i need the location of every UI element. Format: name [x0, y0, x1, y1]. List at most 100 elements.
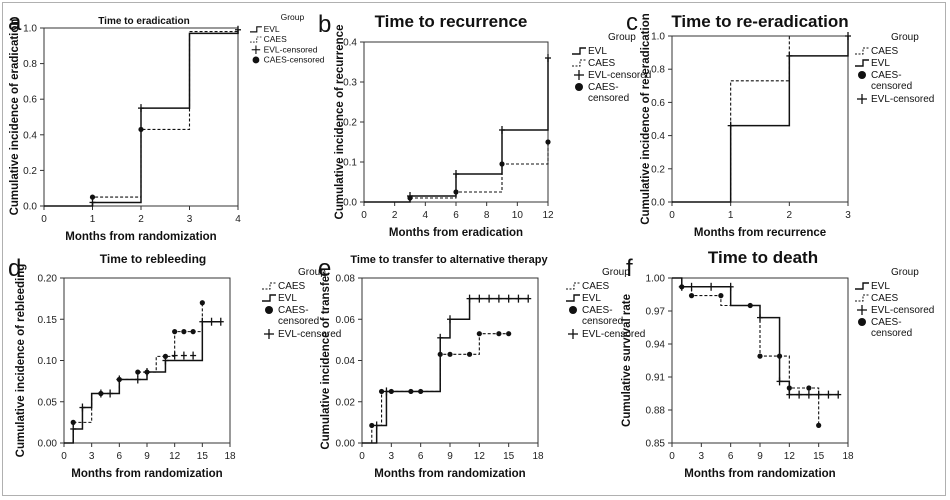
chart-panel-f: f Time to death 0 3 6 9 12 15 18 0.85 0.88 0.91 0.94… [621, 248, 934, 480]
x-tick-label: 18 [224, 451, 236, 462]
x-tick-label: 0 [359, 451, 365, 462]
y-tick-label: 0.0 [343, 198, 357, 209]
chart-title: Time to re-eradication [671, 12, 848, 31]
legend-item: CAES-censored [858, 70, 912, 92]
censor-mark-caes [499, 161, 505, 167]
legend-title: Group [891, 32, 919, 43]
censor-mark-caes [757, 353, 763, 359]
legend-label: CAES- [588, 82, 619, 93]
series-caes [362, 331, 512, 444]
y-tick-label: 0.4 [23, 130, 37, 141]
legend-swatch-line [262, 294, 276, 302]
legend-title: Group [891, 267, 919, 278]
x-tick-label: 15 [503, 451, 515, 462]
y-tick-label: 0.04 [336, 356, 356, 367]
censor-mark-caes [816, 422, 822, 428]
legend-item: EVL-censored [251, 44, 318, 54]
x-tick-label: 3 [389, 451, 395, 462]
chart-title: Time to eradication [98, 16, 190, 27]
legend-item: CAES-censored [575, 82, 629, 104]
series-line [362, 333, 509, 444]
series-evl [44, 25, 241, 207]
legend-item: EVL [855, 281, 890, 292]
x-axis-label: Months from randomization [65, 231, 216, 243]
legend-item: EVL-censored [857, 94, 934, 105]
y-axis-label: Cumulative incidence of eradication [9, 19, 21, 216]
legend-label: EVL [582, 293, 601, 304]
censor-mark-caes [466, 351, 473, 357]
censor-mark-caes [407, 195, 413, 201]
chart-title: Time to rebleeding [100, 252, 206, 266]
series-line [364, 58, 549, 203]
censor-mark-caes [388, 388, 394, 395]
y-tick-label: 0.6 [651, 98, 665, 109]
legend-item: EVL-censored [264, 329, 341, 340]
x-tick-label: 3 [187, 214, 193, 225]
chart-panel-e: e Time to transfer to alternative therapy… [318, 254, 645, 480]
censor-mark-caes [806, 385, 812, 391]
y-tick-label: 0.08 [336, 274, 356, 285]
legend-label: CAES- [278, 305, 309, 316]
legend-item: EVL-censored [568, 329, 645, 340]
series-line [672, 277, 820, 426]
series-line [44, 29, 239, 207]
series-caes [364, 139, 551, 203]
y-axis-label: Cumulative survival rate [621, 294, 633, 427]
x-axis-label: Months from eradication [389, 227, 523, 239]
chart-panel-d: d Time to rebleeding 0 3 6 9 12 15 18 0.00 0.05 0.1… [8, 252, 341, 480]
series-line [672, 36, 849, 203]
y-tick-label: 0.97 [646, 307, 666, 318]
y-axis-label: Cumulative incidence of re-eradication [640, 13, 652, 225]
legend-label: EVL-censored [582, 329, 645, 340]
legend-label: EVL-censored [871, 94, 934, 105]
legend-swatch-dot [858, 71, 866, 79]
y-tick-label: 0.15 [38, 315, 58, 326]
legend-item: CAES [566, 281, 610, 292]
y-tick-label: 0.3 [343, 78, 357, 89]
panel-letter: a [8, 9, 22, 36]
x-tick-label: 0 [669, 451, 675, 462]
legend-swatch-dot [575, 83, 583, 91]
y-tick-label: 0.8 [651, 65, 665, 76]
panel-letter: b [318, 11, 331, 38]
panel-letter: d [8, 255, 21, 282]
legend-swatch-line [566, 294, 580, 302]
censor-mark-caes [545, 139, 551, 145]
legend-swatch-dot [252, 56, 260, 64]
x-tick-label: 8 [484, 210, 490, 221]
censor-mark-caes [378, 388, 385, 395]
censor-mark-caes [747, 302, 753, 309]
x-tick-label: 18 [532, 451, 544, 462]
plot-frame [671, 277, 849, 444]
censor-mark-caes [138, 126, 144, 133]
legend-title: Group [298, 267, 326, 278]
x-tick-label: 6 [728, 451, 734, 462]
x-tick-label: 12 [474, 451, 486, 462]
x-tick-label: 0 [61, 451, 67, 462]
y-tick-label: 0.2 [651, 164, 665, 175]
plot-frame [361, 277, 539, 444]
x-tick-label: 3 [699, 451, 705, 462]
legend-label: CAES [264, 34, 287, 44]
legend-item: CAES-censored [265, 305, 319, 327]
y-tick-label: 0.8 [23, 59, 37, 70]
x-tick-label: 10 [512, 210, 524, 221]
legend-item: CAES [572, 58, 616, 69]
legend-swatch-dot [265, 306, 273, 314]
censor-mark-caes [437, 351, 443, 357]
legend-item: CAES [262, 281, 306, 292]
x-axis-label: Months from randomization [71, 468, 222, 480]
legend-swatch-line [572, 59, 586, 67]
censor-mark-caes [181, 329, 187, 335]
y-tick-label: 0.05 [38, 397, 58, 408]
censor-mark-caes [70, 419, 76, 425]
y-tick-label: 0.94 [646, 340, 666, 351]
legend-item: EVL-censored [574, 70, 651, 81]
legend-label: censored [582, 316, 623, 327]
legend-swatch-line [250, 26, 262, 33]
legend-item: EVL [250, 24, 280, 34]
y-axis-label: Cumulative incidence of transfer [320, 271, 332, 450]
legend-item: CAES [250, 34, 287, 44]
legend-swatch-line [250, 36, 262, 43]
